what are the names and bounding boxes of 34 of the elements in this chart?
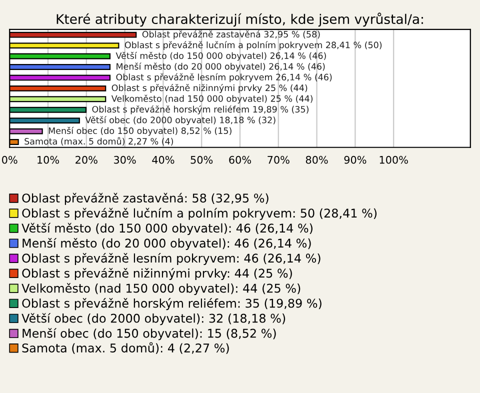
x-tick-label: 90%	[344, 156, 366, 164]
legend-label: Větší město (do 150 000 obyvatel): 46 (26,14 %)	[22, 222, 312, 235]
data-label: Větší obec (do 2000 obyvatel) 18,18 % (32)	[85, 116, 276, 125]
x-tick-label: 50%	[190, 156, 213, 164]
legend-label: Oblast s převážně nižinnými prvky: 44 (25 %)	[22, 268, 292, 280]
legend-label: Samota (max. 5 domů): 4 (2,27 %)	[22, 342, 229, 354]
data-label: Samota (max. 5 domů) 2,27 % (4)	[24, 137, 174, 146]
x-tick-label: 60%	[229, 156, 251, 164]
x-tick-label: 100%	[380, 156, 408, 164]
x-tick-label: 10%	[38, 156, 59, 164]
legend-label: Větší obec (do 2000 obyvatel): 32 (18,18 %)	[22, 313, 286, 326]
legend-label: Oblast s převážně horským reliéfem: 35 (19,89 %)	[22, 298, 322, 310]
data-label: Menší obec (do 150 obyvatel) 8,52 % (15)	[48, 126, 232, 136]
x-tick-label: 70%	[268, 156, 290, 164]
data-label: Velkoměsto (nad 150 000 obyvatel) 25 % (44)	[111, 94, 313, 104]
legend-label: Menší město (do 20 000 obyvatel): 46 (26,14 %)	[22, 238, 311, 250]
data-label: Větší město (do 150 000 obyvatel) 26,14 % (46)	[116, 52, 326, 61]
legend-label: Velkoměsto (nad 150 000 obyvatel): 44 (25 %)	[22, 283, 300, 296]
chart-title: Které atributy charakterizují místo, kde jsem vyrůstal/a:	[56, 12, 423, 27]
x-tick-label: 30%	[114, 156, 136, 164]
data-label: Oblast s převážně horským reliéfem 19,89 % (35)	[92, 105, 308, 114]
x-tick-label: 40%	[152, 156, 174, 164]
data-label: Oblast převážně zastavěná 32,95 % (58)	[142, 30, 320, 40]
legend-label: Oblast s převážně lučním a polním pokryvem: 50 (28,41 %)	[22, 208, 377, 220]
data-label: Oblast s převážně nižinnými prvky 25 % (44)	[112, 84, 308, 93]
data-label: Oblast s převážně lučním a polním pokryvem 28,41 % (50)	[124, 41, 382, 50]
x-tick-label: 20%	[76, 156, 98, 164]
data-label: Oblast s převážně lesním pokryvem 26,14 % (46)	[116, 73, 332, 82]
x-tick-label: 80%	[306, 156, 328, 164]
data-label: Menší město (do 20 000 obyvatel) 26,14 % (46)	[116, 62, 325, 72]
legend-label: Oblast převážně zastavěná: 58 (32,95 %)	[22, 192, 268, 205]
legend-label: Oblast s převážně lesním pokryvem: 46 (26,14 %)	[22, 252, 320, 266]
legend-label: Menší obec (do 150 obyvatel): 15 (8,52 %)	[22, 328, 276, 340]
x-tick-label: 0%	[2, 156, 18, 164]
